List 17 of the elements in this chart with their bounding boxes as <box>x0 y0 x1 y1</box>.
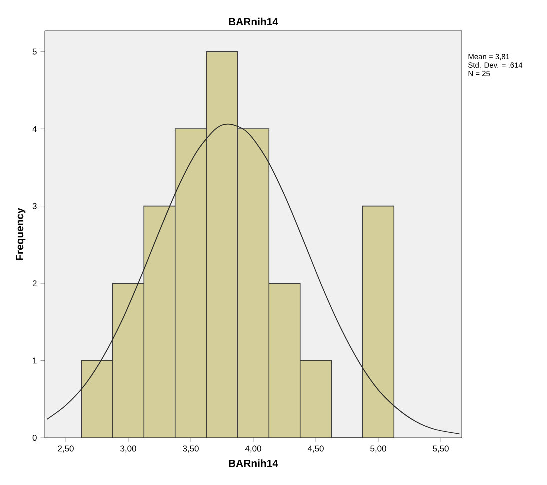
y-tick-label: 0 <box>32 435 37 441</box>
y-tick-label: 2 <box>32 280 37 286</box>
y-tick-label: 1 <box>33 358 37 364</box>
x-axis-title: BARnih14 <box>229 460 278 468</box>
chart-title: BARnih14 <box>229 18 278 26</box>
x-tick-label: 5,50 <box>433 446 449 453</box>
x-tick-label: 4,50 <box>308 446 324 453</box>
y-tick-label: 5 <box>32 48 37 55</box>
y-axis-title: Frequency <box>16 208 26 260</box>
x-tick-label: 3,50 <box>183 446 199 453</box>
y-tick-label: 3 <box>32 203 37 210</box>
line-series <box>46 124 460 435</box>
x-tick-label: 5,00 <box>370 446 386 453</box>
x-tick-label: 2,50 <box>58 446 74 453</box>
x-tick-label: 3,00 <box>120 446 136 453</box>
x-tick-label: 4,00 <box>245 446 262 453</box>
y-tick-label: 4 <box>32 126 37 132</box>
